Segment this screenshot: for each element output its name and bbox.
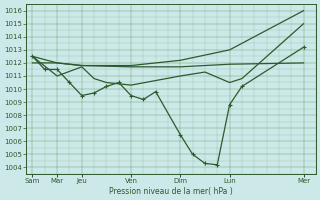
X-axis label: Pression niveau de la mer( hPa ): Pression niveau de la mer( hPa ) [109, 187, 233, 196]
